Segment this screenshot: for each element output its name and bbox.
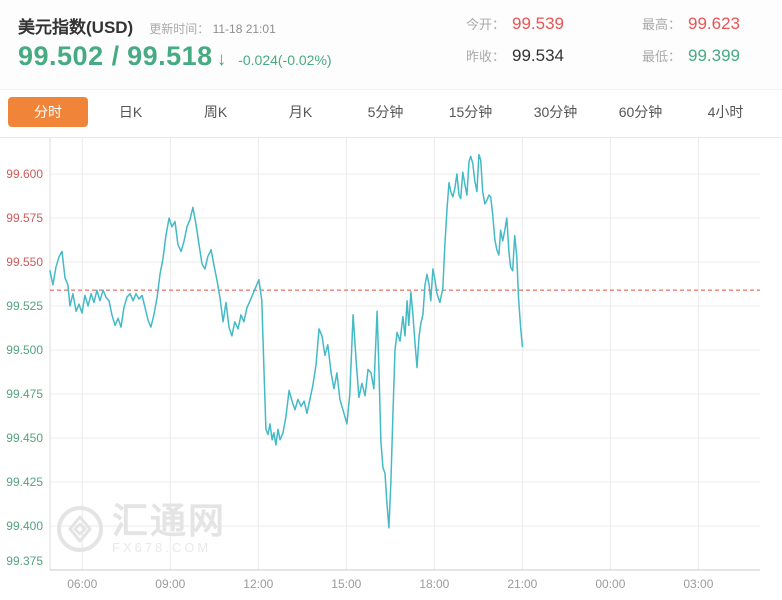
ask-price: 99.518 xyxy=(127,41,213,71)
price-change: -0.024(-0.02%) xyxy=(238,52,332,68)
price-row: 99.502 / 99.518 ↓ -0.024(-0.02%) xyxy=(18,41,332,72)
tab-30min[interactable]: 30分钟 xyxy=(513,97,598,127)
update-time-label: 更新时间： xyxy=(149,22,210,36)
stat-low: 最低： 99.399 xyxy=(642,46,760,66)
timeframe-tabbar: 分时 日K 周K 月K 5分钟 15分钟 30分钟 60分钟 4小时 xyxy=(0,90,782,138)
tab-15min[interactable]: 15分钟 xyxy=(428,97,513,127)
stat-prev-close-value: 99.534 xyxy=(512,46,565,65)
ohlc-stats: 今开： 99.539 最高： 99.623 昨收： 99.534 最低： 99.… xyxy=(466,14,760,66)
bid-price: 99.502 xyxy=(18,41,104,71)
stat-low-label: 最低： xyxy=(642,49,682,64)
tab-monthly-k[interactable]: 月K xyxy=(258,97,343,127)
x-axis-label: 06:00 xyxy=(67,577,97,591)
update-time: 更新时间： 11-18 21:01 xyxy=(149,20,276,37)
x-axis-label: 18:00 xyxy=(419,577,449,591)
instrument-title: 美元指数(USD) xyxy=(18,18,134,37)
stat-open-value: 99.539 xyxy=(512,14,565,33)
x-axis-label: 09:00 xyxy=(155,577,185,591)
update-time-value: 11-18 21:01 xyxy=(212,22,276,36)
stat-prev-close-label: 昨收： xyxy=(466,49,506,64)
y-axis-label: 99.450 xyxy=(6,431,43,445)
x-axis-label: 12:00 xyxy=(243,577,273,591)
stat-high: 最高： 99.623 xyxy=(642,14,760,34)
y-axis-label: 99.500 xyxy=(6,343,43,357)
tab-5min[interactable]: 5分钟 xyxy=(343,97,428,127)
stat-high-label: 最高： xyxy=(642,17,682,32)
stat-open-label: 今开： xyxy=(466,17,506,32)
stat-open: 今开： 99.539 xyxy=(466,14,584,34)
x-axis-label: 21:00 xyxy=(507,577,537,591)
stat-prev-close: 昨收： 99.534 xyxy=(466,46,584,66)
down-arrow-icon: ↓ xyxy=(216,49,227,70)
tab-60min[interactable]: 60分钟 xyxy=(598,97,683,127)
tab-weekly-k[interactable]: 周K xyxy=(173,97,258,127)
y-axis-label: 99.375 xyxy=(6,554,43,568)
y-axis-label: 99.400 xyxy=(6,519,43,533)
price-chart[interactable]: 99.375 99.400 99.425 99.450 99.475 99.500 99.5… xyxy=(0,138,782,600)
tab-daily-k[interactable]: 日K xyxy=(88,97,173,127)
stat-low-value: 99.399 xyxy=(688,46,741,65)
timeframe-tabs: 分时 日K 周K 月K 5分钟 15分钟 30分钟 60分钟 4小时 xyxy=(8,97,768,127)
y-axis-label: 99.575 xyxy=(6,211,43,225)
price-separator: / xyxy=(111,41,120,71)
stat-high-value: 99.623 xyxy=(688,14,741,33)
tab-4hour[interactable]: 4小时 xyxy=(683,97,768,127)
price-line xyxy=(49,153,524,529)
y-axis-label: 99.475 xyxy=(6,387,43,401)
y-axis-label: 99.525 xyxy=(6,299,43,313)
y-axis-label: 99.550 xyxy=(6,255,43,269)
x-axis-label: 03:00 xyxy=(683,577,713,591)
x-axis-label: 00:00 xyxy=(595,577,625,591)
y-axis-label: 99.425 xyxy=(6,475,43,489)
title-row: 美元指数(USD) 更新时间： 11-18 21:01 xyxy=(18,13,276,38)
y-axis-label: 99.600 xyxy=(6,167,43,181)
x-axis-label: 15:00 xyxy=(331,577,361,591)
quote-header: 美元指数(USD) 更新时间： 11-18 21:01 99.502 / 99.… xyxy=(0,0,782,90)
tab-realtime[interactable]: 分时 xyxy=(8,97,88,127)
